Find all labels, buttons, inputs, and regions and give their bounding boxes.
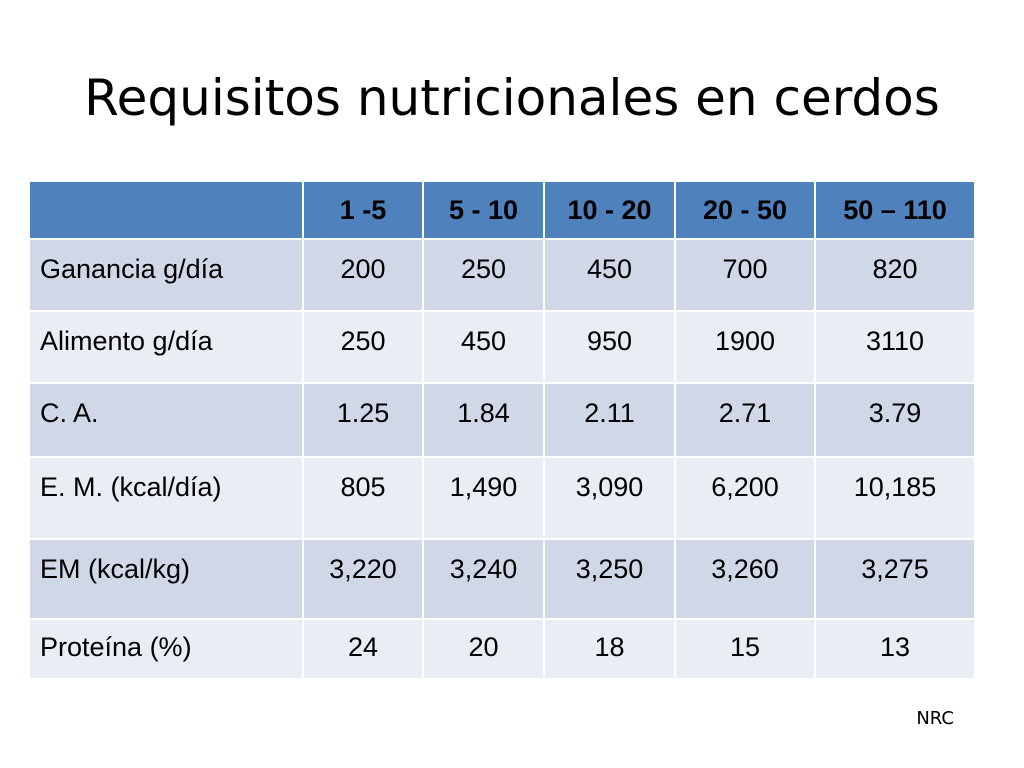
table-cell: 3110 — [814, 310, 976, 384]
table-cell: 10,185 — [814, 456, 976, 540]
table-cell: 250 — [422, 238, 545, 312]
column-header: 50 – 110 — [814, 180, 976, 240]
table-cell: 250 — [302, 310, 424, 384]
table-cell: 3,250 — [543, 538, 676, 620]
table-cell: 820 — [814, 238, 976, 312]
row-label: EM (kcal/kg) — [28, 538, 304, 620]
table-header-row: 1 -5 5 - 10 10 - 20 20 - 50 50 – 110 — [28, 180, 976, 240]
table-cell: 950 — [543, 310, 676, 384]
table-row: Alimento g/día 250 450 950 1900 3110 — [28, 310, 976, 384]
table-row: EM (kcal/kg) 3,220 3,240 3,250 3,260 3,2… — [28, 538, 976, 620]
table-cell: 3,240 — [422, 538, 545, 620]
table-cell: 450 — [543, 238, 676, 312]
table-cell: 3,275 — [814, 538, 976, 620]
table-row: Proteína (%) 24 20 18 15 13 — [28, 618, 976, 680]
slide-title: Requisitos nutricionales en cerdos — [84, 69, 940, 127]
table-cell: 1900 — [674, 310, 816, 384]
column-header: 5 - 10 — [422, 180, 545, 240]
table-cell: 200 — [302, 238, 424, 312]
source-note: NRC — [916, 708, 954, 729]
row-label: E. M. (kcal/día) — [28, 456, 304, 540]
header-corner-cell — [28, 180, 304, 240]
table-cell: 3,090 — [543, 456, 676, 540]
table-cell: 18 — [543, 618, 676, 680]
table-row: C. A. 1.25 1.84 2.11 2.71 3.79 — [28, 382, 976, 458]
table-cell: 700 — [674, 238, 816, 312]
table-cell: 2.71 — [674, 382, 816, 458]
table-row: Ganancia g/día 200 250 450 700 820 — [28, 238, 976, 312]
nutrition-table: 1 -5 5 - 10 10 - 20 20 - 50 50 – 110 Gan… — [28, 180, 976, 680]
table-cell: 3,260 — [674, 538, 816, 620]
column-header: 10 - 20 — [543, 180, 676, 240]
column-header: 1 -5 — [302, 180, 424, 240]
table-cell: 13 — [814, 618, 976, 680]
row-label: Proteína (%) — [28, 618, 304, 680]
table-cell: 2.11 — [543, 382, 676, 458]
table-cell: 1.25 — [302, 382, 424, 458]
table-cell: 6,200 — [674, 456, 816, 540]
table-cell: 15 — [674, 618, 816, 680]
table-cell: 24 — [302, 618, 424, 680]
table-cell: 20 — [422, 618, 545, 680]
table-cell: 1.84 — [422, 382, 545, 458]
table-cell: 3,220 — [302, 538, 424, 620]
table-row: E. M. (kcal/día) 805 1,490 3,090 6,200 1… — [28, 456, 976, 540]
table-cell: 3.79 — [814, 382, 976, 458]
row-label: C. A. — [28, 382, 304, 458]
table-cell: 805 — [302, 456, 424, 540]
row-label: Ganancia g/día — [28, 238, 304, 312]
table-cell: 1,490 — [422, 456, 545, 540]
row-label: Alimento g/día — [28, 310, 304, 384]
column-header: 20 - 50 — [674, 180, 816, 240]
table-cell: 450 — [422, 310, 545, 384]
